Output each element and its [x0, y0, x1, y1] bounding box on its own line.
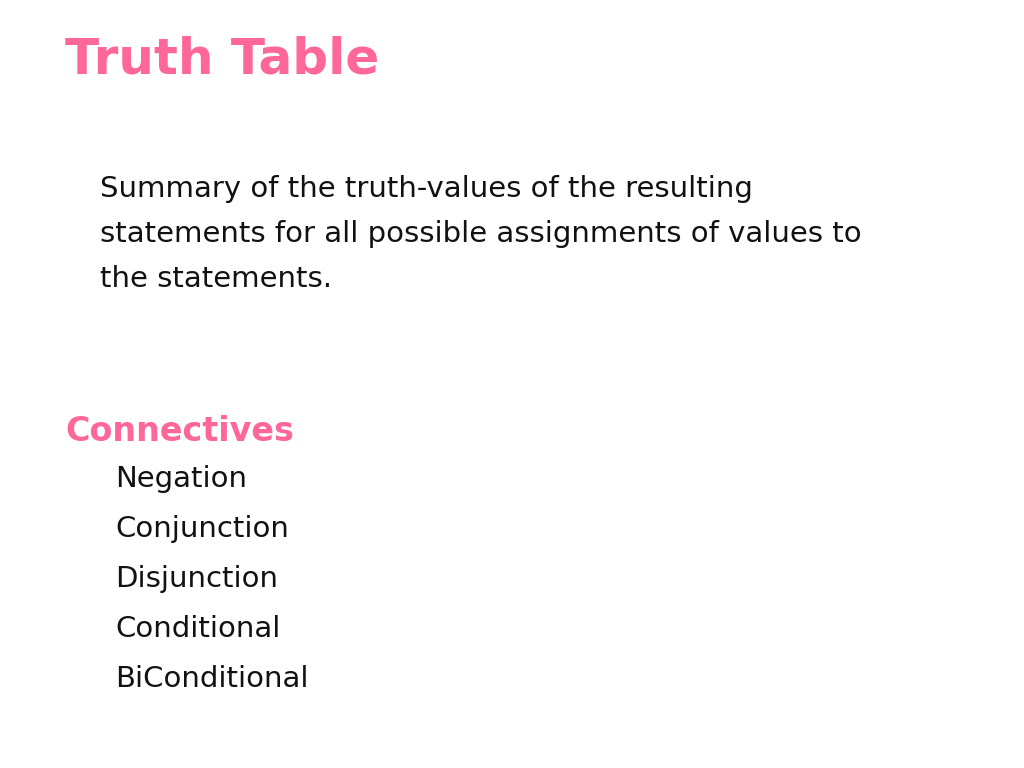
Text: Disjunction: Disjunction — [115, 565, 278, 593]
Text: statements for all possible assignments of values to: statements for all possible assignments … — [100, 220, 861, 248]
Text: Conditional: Conditional — [115, 615, 281, 643]
Text: Conjunction: Conjunction — [115, 515, 289, 543]
Text: Truth Table: Truth Table — [65, 35, 379, 83]
Text: Summary of the truth-values of the resulting: Summary of the truth-values of the resul… — [100, 175, 753, 203]
Text: Negation: Negation — [115, 465, 247, 493]
Text: Connectives: Connectives — [65, 415, 294, 448]
Text: BiConditional: BiConditional — [115, 665, 308, 693]
Text: the statements.: the statements. — [100, 265, 332, 293]
